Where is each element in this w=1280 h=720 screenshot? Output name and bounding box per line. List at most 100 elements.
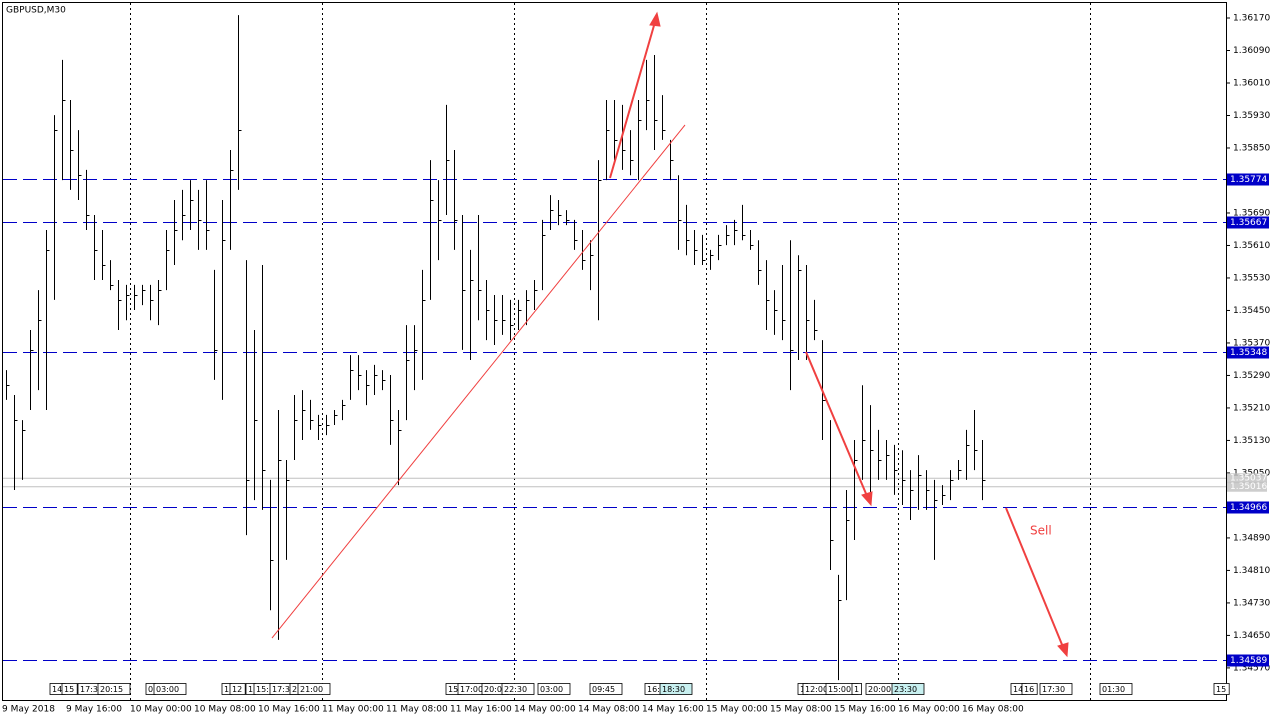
time-marker-box	[501, 683, 535, 695]
time-marker: 1	[224, 685, 229, 694]
level-label: 1.34966	[1230, 503, 1267, 513]
x-tick-label: 11 May 16:00	[450, 705, 512, 715]
time-marker-box	[589, 683, 623, 695]
time-marker: 03:00	[540, 685, 563, 694]
time-marker: 15:	[256, 685, 269, 694]
x-tick-label: 9 May 2018	[2, 705, 55, 715]
time-marker: 17:30	[1042, 685, 1065, 694]
x-tick-label: 10 May 16:00	[258, 705, 320, 715]
drawings	[271, 11, 1069, 658]
y-tick-label: 1.35290	[1233, 371, 1270, 381]
y-tick-label: 1.35210	[1233, 403, 1270, 413]
time-marker: 01:30	[1102, 685, 1125, 694]
time-marker-box	[659, 683, 693, 695]
x-tick-label: 10 May 08:00	[194, 705, 256, 715]
time-marker: 23:30	[894, 685, 917, 694]
time-marker: 1	[248, 685, 253, 694]
annotation: Sell	[1030, 524, 1052, 538]
time-marker: 22:30	[504, 685, 527, 694]
x-tick-label: 15 May 00:00	[706, 705, 768, 715]
grid	[130, 3, 1091, 700]
time-marker: 17:3	[272, 685, 290, 694]
y-tick-label: 1.34890	[1233, 533, 1270, 543]
time-marker-box	[61, 683, 78, 695]
time-marker-box	[229, 683, 246, 695]
level-label-box	[1227, 216, 1269, 229]
y-tick-label: 1.36090	[1233, 46, 1270, 56]
level-label-box	[1227, 654, 1269, 667]
time-marker: 20:00	[868, 685, 891, 694]
x-tick-label: 14 May 16:00	[642, 705, 704, 715]
trend-line	[271, 124, 686, 639]
arrow	[1005, 507, 1064, 648]
time-marker: 15	[448, 685, 458, 694]
level-label-box	[1227, 501, 1269, 514]
time-marker: 1	[800, 685, 805, 694]
levels	[3, 179, 1226, 661]
y-tick-label: 1.35530	[1233, 273, 1270, 283]
time-marker-box	[537, 683, 571, 695]
y-tick-label: 1.34570	[1233, 663, 1270, 673]
time-marker-box	[153, 683, 187, 695]
y-tick-label: 1.35610	[1233, 241, 1270, 251]
y-tick-label: 1.35930	[1233, 111, 1270, 121]
time-marker-box	[1039, 683, 1073, 695]
time-marker: 0	[148, 685, 153, 694]
time-marker: 09:45	[592, 685, 615, 694]
y-tick-label: 1.36170	[1233, 14, 1270, 24]
price-label-box	[1227, 481, 1267, 492]
time-marker-box	[851, 683, 863, 695]
time-marker-box	[1099, 683, 1133, 695]
level-label-box	[1227, 173, 1269, 186]
time-marker: 15	[64, 685, 74, 694]
y-tick-label: 1.35850	[1233, 143, 1270, 153]
y-tick-label: 1.34650	[1233, 631, 1270, 641]
x-tick-label: 15 May 16:00	[834, 705, 896, 715]
arrow-head	[1057, 642, 1069, 658]
y-tick-label: 1.34810	[1233, 566, 1270, 576]
level-label: 1.34589	[1230, 656, 1267, 666]
x-tick-label: 11 May 00:00	[322, 705, 384, 715]
time-marker: 1	[854, 685, 859, 694]
time-marker: 14	[1013, 685, 1023, 694]
y-tick-label: 1.35370	[1233, 338, 1270, 348]
plot-frame	[2, 2, 1227, 701]
bars	[6, 15, 986, 681]
x-tick-label: 9 May 16:00	[66, 705, 122, 715]
price-label-box	[1227, 473, 1267, 484]
time-marker: 16	[1024, 685, 1034, 694]
time-marker: 20:15	[100, 685, 123, 694]
time-marker: 03:00	[156, 685, 179, 694]
time-marker-box	[297, 683, 331, 695]
y-tick-label: 1.36010	[1233, 78, 1270, 88]
y-tick-label: 1.35130	[1233, 436, 1270, 446]
time-marker: 17:00	[460, 685, 483, 694]
y-tick-label: 1.35690	[1233, 208, 1270, 218]
x-tick-label: 16 May 08:00	[962, 705, 1024, 715]
time-marker: 15:00	[828, 685, 851, 694]
time-marker: 12	[232, 685, 242, 694]
time-marker: 17:3	[80, 685, 98, 694]
x-tick-label: 14 May 00:00	[514, 705, 576, 715]
time-marker-box	[97, 683, 131, 695]
level-label: 1.35667	[1230, 218, 1267, 228]
time-marker: 2	[292, 685, 297, 694]
price-label: 1.35037	[1230, 474, 1267, 484]
x-tick-label: 16 May 00:00	[898, 705, 960, 715]
arrow-head	[861, 491, 873, 507]
x-tick-label: 11 May 08:00	[386, 705, 448, 715]
time-marker: 12:00	[805, 685, 828, 694]
arrow	[805, 351, 868, 497]
time-marker: 15	[1216, 685, 1226, 694]
time-marker: 16:	[647, 685, 660, 694]
price-label: 1.35016	[1230, 482, 1267, 492]
arrow	[609, 21, 656, 179]
level-label: 1.35774	[1230, 175, 1267, 185]
x-tick-label: 14 May 08:00	[578, 705, 640, 715]
time-marker-box	[1213, 683, 1230, 695]
chart-title: GBPUSD,M30	[6, 6, 66, 16]
level-label: 1.35348	[1230, 348, 1267, 358]
arrow-head	[649, 11, 661, 27]
